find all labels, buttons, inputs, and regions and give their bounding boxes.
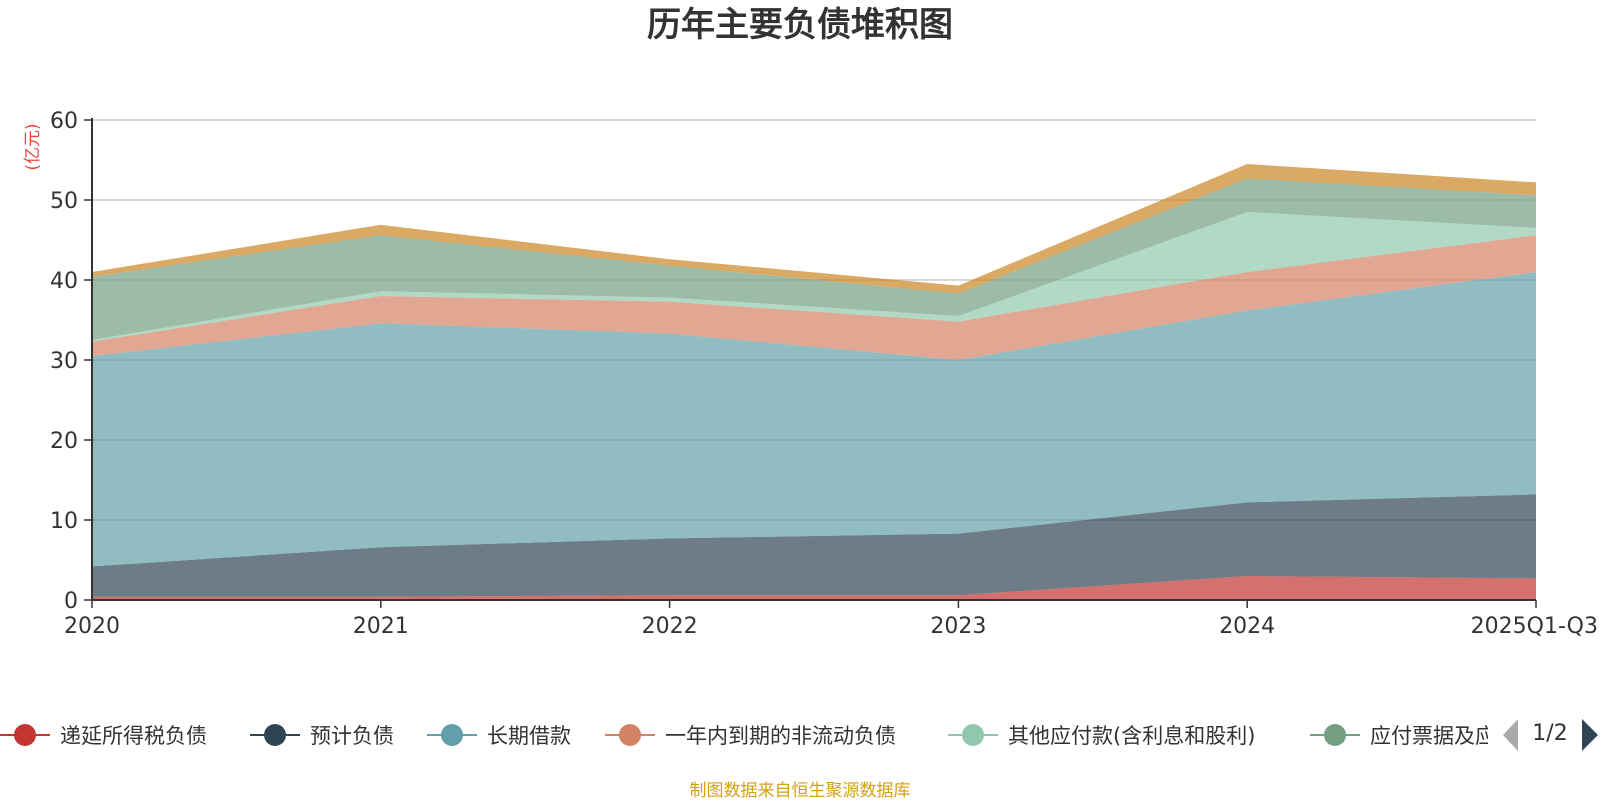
area-series-layer [92,164,1536,600]
y-tick-label: 10 [50,509,78,534]
x-tick-label: 2021 [353,614,409,639]
legend-next-page-icon[interactable] [1582,719,1598,751]
x-tick-label: 2024 [1219,614,1275,639]
area-series-3 [92,235,1536,360]
y-tick-label: 40 [50,269,78,294]
x-tick-label: 2022 [642,614,698,639]
x-tick-label: 2025Q1-Q3 [1471,614,1598,639]
legend-marker-icon [619,724,641,746]
area-series-1 [92,494,1536,597]
y-tick-label: 60 [50,109,78,134]
legend-marker-icon [14,724,36,746]
legend-item[interactable]: 递延所得税负债 [0,724,207,748]
x-tick-label: 2023 [930,614,986,639]
legend-item[interactable]: 其他应付款(含利息和股利) [948,724,1255,748]
legend-items: 递延所得税负债 预计负债 长期借款 一年内到期的非流动负债 其他应付款(含利息和股利) 应… [0,724,1559,748]
legend-label: 长期借款 [487,724,571,748]
area-series-6 [92,164,1536,294]
legend-item[interactable]: 应付票据及应付账款 [1310,724,1559,748]
y-axis-unit-label: (亿元) [23,123,43,170]
legend-marker-icon [1324,724,1346,746]
axes: 0 10 20 30 40 50 60 2020 2021 2022 2023 2024 2025Q1-… [50,109,1598,639]
area-series-5 [92,178,1536,340]
y-tick-label: 20 [50,429,78,454]
area-series-0 [92,576,1536,600]
legend-label: 其他应付款(含利息和股利) [1008,724,1255,748]
legend-marker-icon [962,724,984,746]
x-tick-label: 2020 [64,614,120,639]
legend: 递延所得税负债 预计负债 长期借款 一年内到期的非流动负债 其他应付款(含利息和股利) 应… [0,724,1559,748]
area-series-4 [92,212,1536,342]
legend-item[interactable]: 一年内到期的非流动负债 [605,724,896,748]
area-series-2 [92,272,1536,567]
y-tick-label: 50 [50,189,78,214]
legend-marker-icon [441,724,463,746]
legend-item[interactable]: 预计负债 [250,724,394,748]
y-tick-label: 30 [50,349,78,374]
legend-item[interactable]: 长期借款 [427,724,571,748]
data-source-note: 制图数据来自恒生聚源数据库 [690,781,911,800]
legend-label: 预计负债 [310,724,394,748]
legend-prev-page-icon[interactable] [1503,719,1518,751]
legend-label: 递延所得税负债 [60,724,207,748]
legend-label: 一年内到期的非流动负债 [665,724,896,748]
legend-page-indicator: 1/2 [1532,721,1567,746]
y-tick-label: 0 [64,589,78,614]
legend-marker-icon [264,724,286,746]
chart-title: 历年主要负债堆积图 [647,5,953,45]
legend-label: 应付票据及应付账款 [1370,724,1559,748]
